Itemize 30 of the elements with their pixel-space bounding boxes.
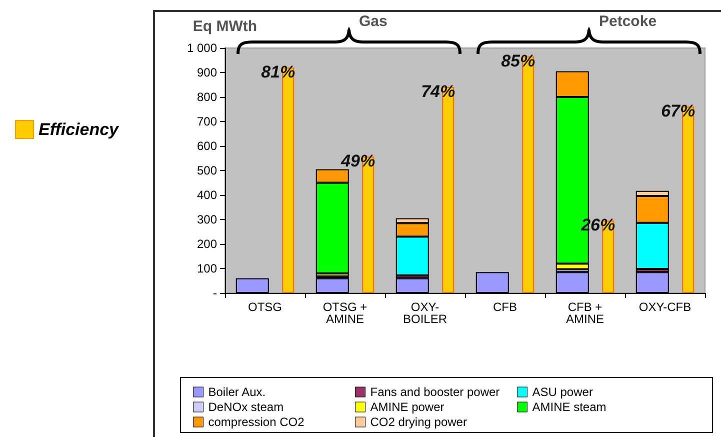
legend-label: DeNOx steam (208, 400, 284, 414)
x-tick-label: OTSG (248, 300, 282, 314)
data-label: 26% (580, 216, 616, 235)
legend-label: AMINE power (370, 400, 444, 414)
y-tick-label: 1 000 (186, 41, 218, 55)
legend-label: ASU power (532, 385, 593, 399)
legend-label: compression CO2 (208, 415, 305, 429)
y-axis-title: Eq MWth (192, 18, 258, 35)
text: Petcoke (599, 13, 657, 30)
x-tick-label: OXY-CFB (638, 300, 692, 314)
y-tick-label: 400 (196, 188, 218, 202)
y-tick-label: 200 (196, 237, 218, 251)
y-tick-label: 300 (196, 212, 218, 226)
text: Gas (359, 13, 388, 30)
legend-label: Fans and booster power (370, 385, 500, 399)
y-tick-label: 700 (196, 114, 218, 128)
legend-label: AMINE steam (532, 400, 606, 414)
x-tick-label: CFB (493, 300, 517, 314)
legend-label: Efficiency (38, 120, 120, 139)
y-tick-label: 600 (196, 139, 218, 153)
x-tick-label: OXY-BOILER (402, 300, 448, 326)
y-tick-label: 800 (196, 90, 218, 104)
x-tick-label: OTSG + AMINE (322, 300, 368, 326)
y-tick-label: - (213, 286, 217, 300)
x-tick-label: CFB + AMINE (566, 300, 604, 326)
y-tick-label: 900 (196, 66, 218, 80)
legend-label: CO2 drying power (370, 415, 467, 429)
legend-label: Boiler Aux. (208, 385, 266, 399)
y-tick-label: 500 (196, 164, 218, 178)
y-tick-label: 100 (196, 262, 218, 276)
